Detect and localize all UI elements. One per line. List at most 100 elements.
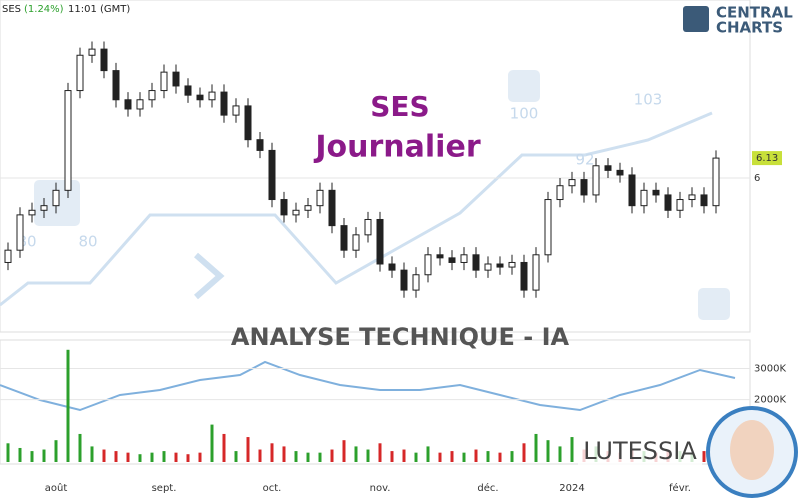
candle-body [520,261,528,291]
candle-body [460,254,468,263]
volume-bar [546,440,550,462]
volume-bar [6,443,10,462]
decor-label: 80 [78,233,97,251]
candle-body [124,99,132,110]
volume-bar [54,440,58,462]
y-tick-label: 2000K [754,395,786,406]
volume-bar [78,433,82,462]
candle-body [16,214,24,251]
candle-body [304,205,312,211]
y-tick-label: 3000K [754,363,786,374]
volume-bar [510,451,514,462]
candle-body [412,274,420,291]
x-tick-label: déc. [477,482,498,494]
candle-body [232,105,240,116]
volume-bar [438,452,442,462]
candle-body [112,70,120,101]
brand-bg [578,436,702,468]
volume-bar [534,433,538,462]
decor-label: 92 [575,151,594,169]
watermark-title: SES [370,90,429,123]
x-tick-label: févr. [669,482,691,494]
volume-bar [162,451,166,462]
candle-body [496,263,504,268]
candle-body [160,71,168,92]
volume-bar [474,449,478,462]
volume-bar [270,443,274,462]
volume-bar [366,449,370,462]
candle-body [388,263,396,271]
candle-body [64,90,72,191]
watermark-caption: ANALYSE TECHNIQUE - IA [231,323,570,351]
volume-bar [402,449,406,462]
candle-body [436,254,444,259]
volume-bar [258,449,262,462]
volume-bar [426,446,430,462]
volume-bar [234,451,238,462]
watermark-brand: LUTESSIA [583,437,697,465]
candle-body [328,189,336,227]
candle-body [688,194,696,201]
candle-body [508,261,516,268]
candle-body [148,90,156,101]
volume-bar [210,424,214,462]
candle-body [208,91,216,101]
volume-bar [222,433,226,462]
candle-body [472,254,480,271]
candle-body [196,94,204,101]
volume-bar [354,446,358,462]
candle-body [640,189,648,207]
candle-body [40,205,48,211]
volume-bar [90,446,94,462]
candle-body [592,165,600,196]
candle-body [424,254,432,276]
x-tick-label: sept. [152,483,177,494]
decor-label: 103 [634,91,663,109]
volume-bar [198,452,202,462]
x-tick-label: oct. [263,483,282,494]
candle-body [376,218,384,265]
candle-body [76,54,84,92]
x-tick-label: nov. [370,483,391,494]
price-panel [0,0,751,333]
x-tick-label: 2024 [559,483,584,494]
volume-bar [558,446,562,462]
candle-body [292,209,300,216]
last-price-box [752,151,782,166]
candle-body [580,179,588,196]
volume-bar [378,443,382,462]
candle-body [256,139,264,151]
volume-bar [462,452,466,462]
candle-body [448,257,456,263]
x-tick-label: août [45,482,68,494]
header-change: (1.24%) [24,4,64,15]
candle-body [4,249,12,263]
candle-body [316,189,324,207]
candle-body [556,185,564,201]
volume-bar [342,440,346,462]
header-time: 11:01 (GMT) [68,4,130,15]
volume-bar [414,452,418,462]
candle-body [400,269,408,291]
candle-body [220,91,228,116]
candle-body [484,263,492,271]
volume-bar [138,454,142,462]
volume-bar [246,437,250,462]
candle-body [364,218,372,236]
volume-bar [390,451,394,462]
logo-line2: CHARTS [716,19,783,37]
volume-bar [150,452,154,462]
candle-body [712,157,720,207]
last-price-label: 6.13 [756,153,778,164]
candle-body [628,174,636,207]
candle-body [340,225,348,251]
candle-body [616,169,624,176]
volume-bar [450,451,454,462]
volume-bar [570,437,574,462]
candle-body [28,209,36,216]
decor-label: 100 [510,105,539,123]
avatar-face [730,420,774,480]
candle-body [700,194,708,207]
candle-body [268,149,276,201]
candle-body [604,165,612,171]
